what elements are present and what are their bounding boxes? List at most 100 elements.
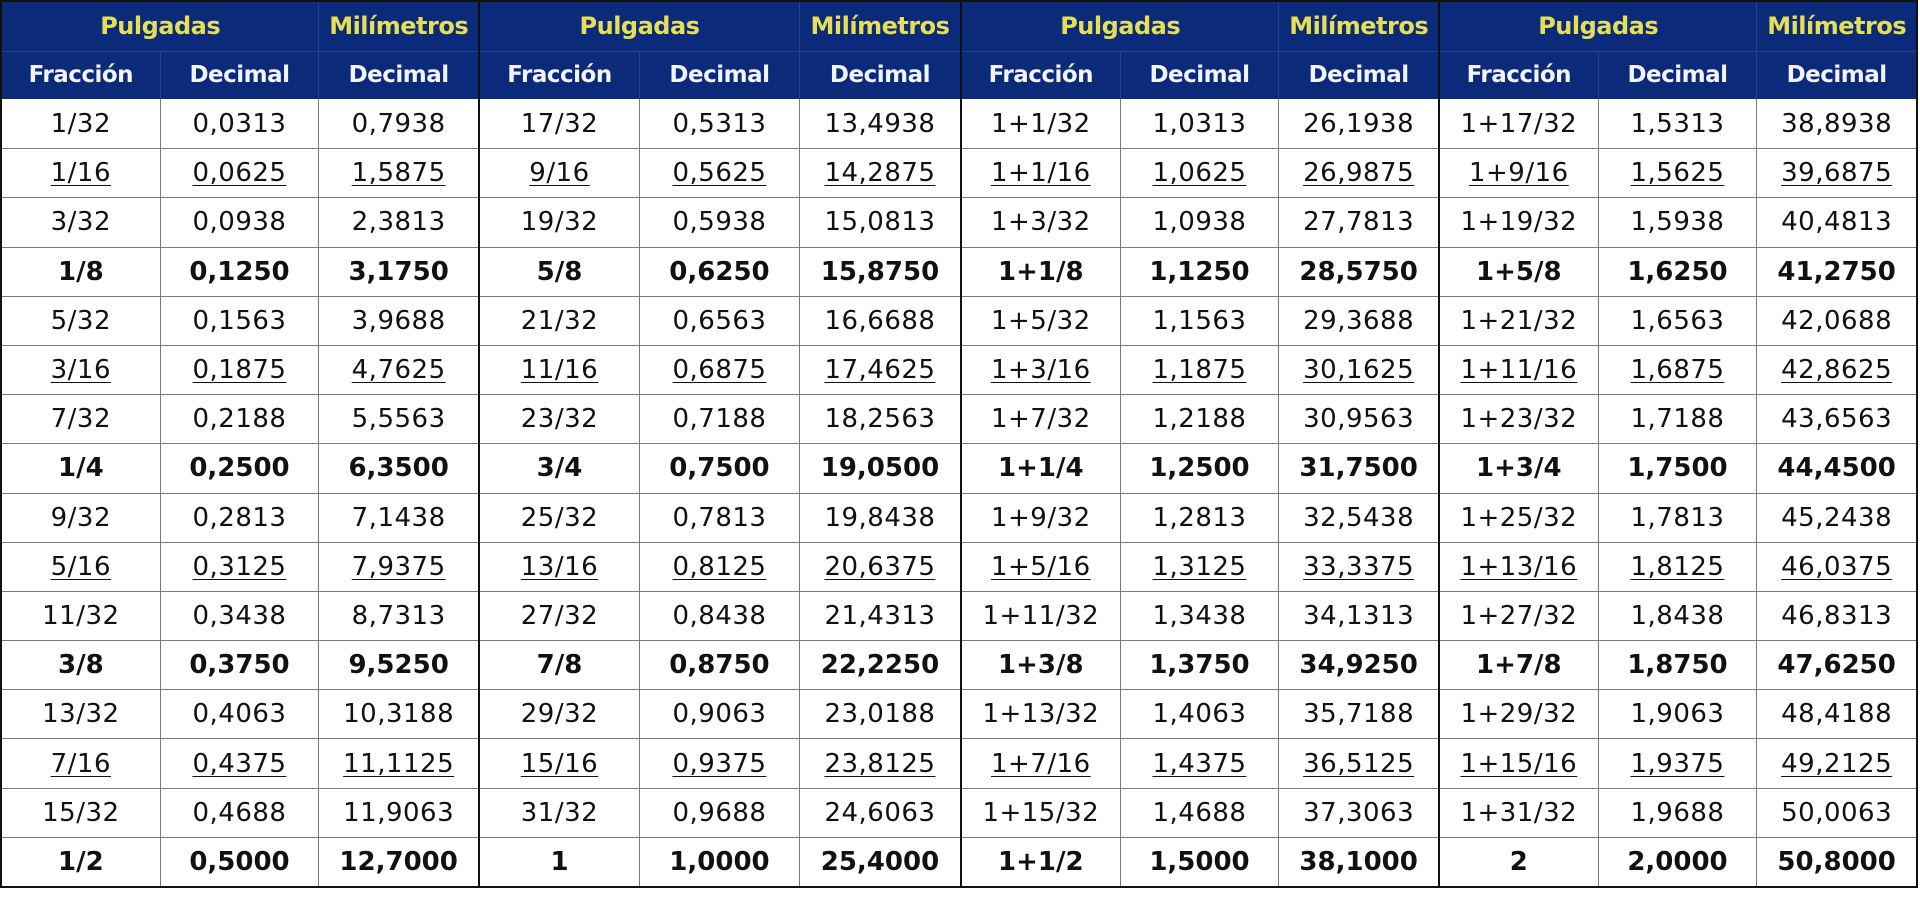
group-title-row: Pulgadas Milímetros (480, 2, 960, 52)
cell-decimal-inches: 0,4375 (161, 739, 320, 788)
cell-decimal-inches: 0,4688 (161, 788, 320, 837)
cell-decimal-mm: 32,5438 (1279, 494, 1438, 542)
table-row: 1+1/4 1,2500 31,7500 (962, 443, 1438, 493)
cell-decimal-mm: 1,5875 (319, 149, 478, 197)
cell-decimal-mm: 38,8938 (1757, 99, 1916, 148)
cell-value: 29,3688 (1303, 305, 1415, 336)
cell-decimal-mm: 43,6563 (1757, 395, 1916, 443)
cell-decimal-mm: 11,9063 (319, 789, 478, 837)
cell-fraction: 2 (1440, 837, 1599, 886)
cell-value: 3/8 (57, 650, 104, 681)
table-row: 1/16 0,0625 1,5875 (2, 148, 478, 198)
cell-decimal-inches: 1,0625 (1121, 149, 1280, 198)
cell-fraction: 31/32 (480, 788, 640, 837)
cell-fraction: 7/8 (480, 641, 640, 690)
cell-decimal-mm: 44,4500 (1757, 444, 1916, 492)
cell-value: 1,1563 (1152, 305, 1247, 336)
cell-value: 1+13/32 (982, 699, 1100, 730)
cell-value: 1/8 (57, 256, 104, 287)
cell-value: 2 (1509, 846, 1528, 877)
cell-value: 1,5938 (1630, 207, 1725, 238)
cell-value: 30,1625 (1303, 355, 1415, 386)
cell-decimal-mm: 18,2563 (800, 395, 960, 443)
cell-fraction: 13/32 (2, 690, 161, 739)
cell-value: 3/16 (50, 355, 112, 386)
cell-value: 1,7500 (1627, 453, 1728, 484)
col-header-decimal-inches: Decimal (1121, 51, 1280, 99)
cell-value: 30,9563 (1303, 404, 1415, 435)
cell-fraction: 1+3/32 (962, 198, 1121, 247)
cell-value: 23,0188 (824, 699, 936, 730)
table-row: 1+11/16 1,6875 42,8625 (1440, 344, 1916, 395)
cell-decimal-inches: 1,5000 (1121, 837, 1280, 886)
group-title-inches: Pulgadas (2, 2, 320, 51)
cell-fraction: 1+5/8 (1440, 247, 1599, 296)
cell-value: 2,3813 (351, 207, 446, 238)
cell-value: 35,7188 (1303, 699, 1415, 730)
cell-value: 1,0000 (669, 846, 770, 877)
table-row: 31/32 0,9688 24,6063 (480, 787, 960, 837)
cell-fraction: 3/8 (2, 641, 161, 690)
cell-value: 12,7000 (339, 846, 458, 877)
cell-fraction: 1+3/8 (962, 641, 1121, 690)
cell-value: 1,5000 (1149, 846, 1250, 877)
cell-value: 4,7625 (351, 355, 446, 386)
group-title-inches: Pulgadas (480, 2, 800, 51)
table-row: 1+1/8 1,1250 28,5750 (962, 246, 1438, 296)
cell-decimal-inches: 0,8438 (640, 591, 800, 641)
cell-value: 1+9/16 (1468, 158, 1569, 189)
cell-value: 1,0313 (1152, 108, 1247, 139)
group-title-row: Pulgadas Milímetros (1440, 2, 1916, 52)
cell-value: 15/16 (520, 748, 599, 779)
cell-value: 0,2188 (192, 404, 287, 435)
cell-value: 50,0063 (1781, 797, 1893, 828)
cell-decimal-mm: 35,7188 (1279, 690, 1438, 738)
cell-decimal-mm: 38,1000 (1279, 838, 1438, 886)
table-row: 11/16 0,6875 17,4625 (480, 344, 960, 395)
cell-fraction: 21/32 (480, 296, 640, 345)
cell-value: 34,9250 (1299, 650, 1418, 681)
cell-decimal-mm: 15,8750 (800, 248, 960, 296)
cell-value: 0,6250 (669, 256, 770, 287)
cell-decimal-inches: 0,3125 (161, 542, 320, 591)
cell-fraction: 1+11/16 (1440, 345, 1599, 395)
cell-value: 27,7813 (1303, 207, 1415, 238)
cell-value: 0,4688 (192, 797, 287, 828)
cell-value: 40,4813 (1781, 207, 1893, 238)
cell-value: 0,3125 (192, 551, 287, 582)
cell-value: 0,1875 (192, 355, 287, 386)
cell-decimal-inches: 0,0313 (161, 99, 320, 149)
cell-decimal-mm: 40,4813 (1757, 198, 1916, 246)
cell-decimal-mm: 46,8313 (1757, 592, 1916, 640)
cell-decimal-mm: 49,2125 (1757, 739, 1916, 787)
cell-decimal-inches: 1,2188 (1121, 395, 1280, 444)
cell-decimal-inches: 0,7813 (640, 493, 800, 542)
cell-value: 27/32 (520, 600, 599, 631)
cell-decimal-mm: 19,0500 (800, 444, 960, 492)
cell-decimal-inches: 1,6250 (1599, 247, 1758, 296)
col-header-decimal-mm: Decimal (348, 62, 450, 89)
cell-value: 46,8313 (1781, 600, 1893, 631)
cell-decimal-mm: 10,3188 (319, 690, 478, 738)
table-row: 13/16 0,8125 20,6375 (480, 541, 960, 591)
cell-fraction: 7/16 (2, 739, 161, 788)
cell-value: 14,2875 (824, 158, 936, 189)
cell-value: 44,4500 (1777, 453, 1896, 484)
cell-value: 23,8125 (824, 748, 936, 779)
cell-value: 45,2438 (1781, 502, 1893, 533)
cell-decimal-inches: 1,8438 (1599, 591, 1758, 641)
cell-value: 1,4063 (1152, 699, 1247, 730)
cell-value: 1,5875 (351, 158, 446, 189)
table-row: 1+3/8 1,3750 34,9250 (962, 640, 1438, 690)
cell-value: 1,6563 (1630, 305, 1725, 336)
table-row: 1+15/32 1,4688 37,3063 (962, 787, 1438, 837)
cell-decimal-inches: 0,2813 (161, 493, 320, 542)
cell-value: 7/16 (50, 748, 112, 779)
column-group-2: Pulgadas Milímetros Fracción Decimal Decimal… (480, 2, 962, 886)
cell-value: 1,9375 (1630, 748, 1725, 779)
table-row: 9/32 0,2813 7,1438 (2, 492, 478, 542)
cell-decimal-mm: 14,2875 (800, 149, 960, 197)
cell-value: 19,0500 (820, 453, 940, 484)
cell-fraction: 1+3/16 (962, 345, 1121, 395)
table-row: 1+1/2 1,5000 38,1000 (962, 836, 1438, 886)
